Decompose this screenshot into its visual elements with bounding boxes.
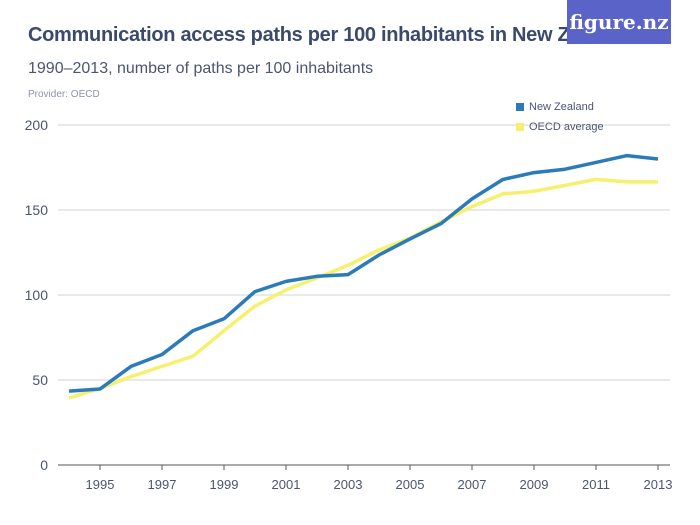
y-tick-label: 0 bbox=[40, 457, 48, 473]
chart-subtitle: 1990–2013, number of paths per 100 inhab… bbox=[28, 60, 374, 77]
provider-label: Provider: OECD bbox=[28, 89, 100, 100]
chart-title: Communication access paths per 100 inhab… bbox=[28, 24, 631, 46]
series-line-new-zealand bbox=[68, 153, 659, 393]
series-line-oecd-average bbox=[68, 177, 658, 400]
x-tick-label: 1999 bbox=[210, 477, 239, 492]
x-tick-label: 2009 bbox=[520, 477, 549, 492]
y-tick-label: 150 bbox=[25, 202, 49, 218]
y-tick-label: 50 bbox=[32, 372, 48, 388]
legend-label: New Zealand bbox=[529, 101, 594, 113]
x-tick-label: 2011 bbox=[582, 477, 610, 492]
x-tick-label: 2013 bbox=[644, 477, 673, 492]
x-tick-label: 1997 bbox=[148, 477, 177, 492]
y-tick-label: 100 bbox=[25, 287, 49, 303]
x-tick-label: 2007 bbox=[458, 477, 487, 492]
legend-swatch bbox=[516, 123, 524, 131]
legend-item-new-zealand: New Zealand bbox=[516, 97, 604, 117]
x-tick-label: 1995 bbox=[86, 477, 115, 492]
x-tick-label: 2001 bbox=[272, 477, 301, 492]
y-tick-label: 200 bbox=[25, 117, 49, 133]
x-tick-label: 2003 bbox=[334, 477, 363, 492]
x-tick-label: 2005 bbox=[396, 477, 425, 492]
legend-item-oecd-average: OECD average bbox=[516, 117, 604, 137]
figure-nz-logo[interactable]: figure.nz bbox=[567, 0, 671, 44]
legend-label: OECD average bbox=[529, 121, 604, 133]
legend-swatch bbox=[516, 103, 524, 111]
legend: New Zealand OECD average bbox=[516, 97, 604, 137]
